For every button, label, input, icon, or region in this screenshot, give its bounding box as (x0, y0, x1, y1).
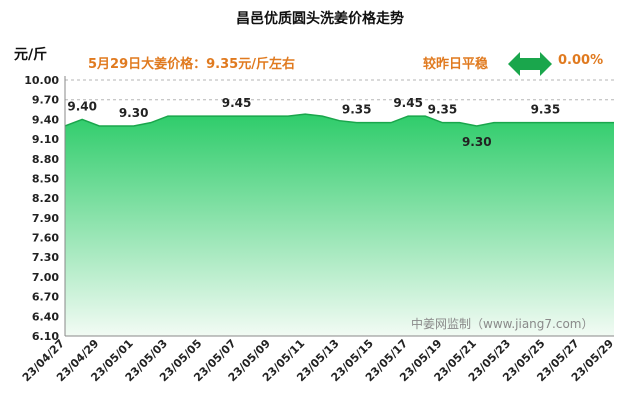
data-label: 9.45 (222, 96, 252, 110)
y-tick-label: 9.40 (32, 113, 59, 126)
data-label: 9.35 (428, 103, 458, 117)
compare-label: 较昨日平稳 (423, 57, 489, 72)
y-tick-label: 6.40 (32, 310, 59, 323)
y-tick-label: 7.60 (32, 232, 59, 245)
chart-title: 昌邑优质圆头洗姜价格走势 (236, 11, 404, 27)
y-tick-label: 7.90 (32, 212, 59, 225)
data-label: 9.30 (119, 106, 149, 120)
y-tick-label: 6.10 (32, 330, 59, 343)
y-tick-labels: 10.00 9.70 9.40 9.10 8.80 8.50 8.20 7.90 7.60 7.3… (24, 74, 59, 343)
y-tick-label: 8.20 (32, 192, 59, 205)
area-series (64, 113, 614, 336)
y-axis-unit-label: 元/斤 (14, 47, 48, 63)
x-tick-labels: 23/04/2723/04/2923/05/0123/05/0323/05/05… (20, 337, 616, 384)
change-value: 0.00% (558, 53, 604, 68)
data-label: 9.35 (531, 103, 561, 117)
data-label: 9.45 (393, 96, 423, 110)
y-tick-label: 7.30 (32, 251, 59, 264)
y-tick-label: 9.70 (32, 94, 59, 107)
y-tick-label: 7.00 (32, 271, 59, 284)
double-arrow-icon (508, 52, 552, 76)
area-fill (65, 114, 614, 336)
data-label: 9.30 (462, 135, 492, 149)
y-tick-label: 8.50 (32, 172, 59, 185)
y-tick-label: 8.80 (32, 153, 59, 166)
y-tick-label: 6.70 (32, 291, 59, 304)
axes (64, 76, 614, 337)
data-label: 9.35 (342, 103, 372, 117)
data-label: 9.40 (67, 99, 97, 113)
gridlines (65, 79, 614, 101)
watermark: 中姜网监制（www.jiang7.com） (411, 317, 594, 331)
y-tick-label: 10.00 (24, 74, 59, 87)
series-line (64, 113, 614, 127)
data-labels: 9.40 9.30 9.45 9.35 9.45 9.35 9.30 9.35 (67, 96, 560, 149)
price-note: 5月29日大姜价格：9.35元/斤左右 (88, 57, 295, 72)
y-tick-label: 9.10 (32, 133, 59, 146)
